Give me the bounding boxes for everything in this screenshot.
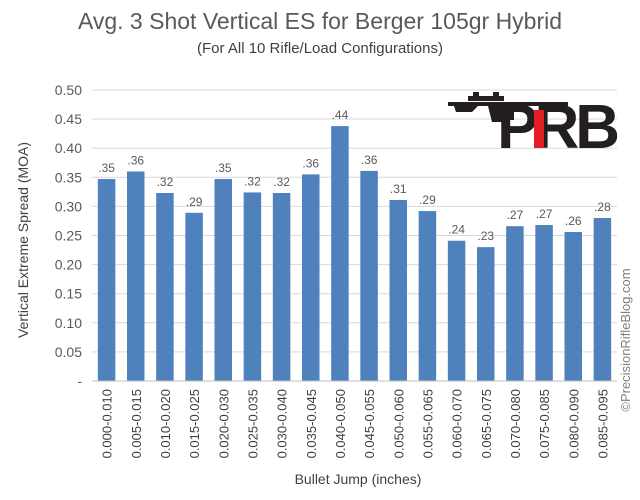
bar [564,232,582,381]
x-tick-label: 0.065-0.075 [479,389,494,458]
y-tick-label: 0.40 [55,140,82,156]
data-label: .36 [127,153,144,167]
bar [477,247,495,381]
data-label: .29 [186,195,203,209]
bar [506,226,524,381]
x-tick-label: 0.085-0.095 [595,389,610,458]
bar [593,218,612,381]
copyright-credit: ©PrecisionRifleBlog.com [618,268,633,411]
logo-red-accent [534,110,544,148]
bar [243,192,262,381]
y-tick-label: 0.10 [55,315,82,331]
x-tick-label: 0.020-0.030 [216,389,231,458]
data-label: .35 [98,161,115,175]
bar [331,126,349,381]
bar [360,170,378,381]
data-label: .27 [507,208,524,222]
y-tick-label: 0.35 [55,169,82,185]
data-label: .32 [157,175,174,189]
bar [418,211,437,381]
y-axis-ticks: - 0.05 0.10 0.15 0.20 0.25 0.30 0.35 0.40 0.45 0.5… [55,82,83,389]
y-tick-label: - [77,373,82,389]
bar [389,199,407,381]
x-tick-label: 0.040-0.050 [333,389,348,458]
x-tick-label: 0.080-0.090 [566,389,581,458]
x-tick-label: 0.010-0.020 [158,389,173,458]
data-label: .28 [594,200,611,214]
logo-letters: PRB [497,93,617,152]
bar [447,240,466,381]
prb-logo: PRB [448,92,618,152]
y-tick-label: 0.50 [55,82,82,98]
y-axis-label: Vertical Extreme Spread (MOA) [15,142,31,338]
x-tick-label: 0.000-0.010 [100,389,115,458]
y-tick-label: 0.05 [55,344,82,360]
bar [185,212,203,381]
x-tick-label: 0.045-0.055 [362,389,377,458]
data-label: .23 [477,229,494,243]
x-tick-label: 0.060-0.070 [450,389,465,458]
bar [302,174,320,381]
chart-title: Avg. 3 Shot Vertical ES for Berger 105gr… [77,8,563,34]
x-tick-label: 0.075-0.085 [537,389,552,458]
data-labels: .35 .36 .32 .29 .35 .32 .32 .36 .44 .36 .31 .29 .24.… [98,108,611,243]
data-label: .24 [448,223,465,237]
data-label: .36 [361,153,378,167]
x-tick-label: 0.055-0.065 [420,389,435,458]
x-tick-label: 0.070-0.080 [508,389,523,458]
bar [272,193,291,381]
data-label: .31 [390,182,407,196]
y-tick-label: 0.15 [55,286,82,302]
y-tick-label: 0.45 [55,111,82,127]
data-label: .27 [536,207,553,221]
data-label: .29 [419,193,436,207]
bar [535,225,553,381]
data-label: .44 [332,108,349,122]
gridlines [92,89,617,353]
x-tick-label: 0.035-0.045 [304,389,319,458]
y-tick-label: 0.25 [55,228,82,244]
bars [97,126,612,381]
x-axis-label: Bullet Jump (inches) [295,471,422,487]
y-tick-label: 0.20 [55,257,82,273]
data-label: .36 [302,156,319,170]
rifle-icon [448,92,568,122]
data-label: .35 [215,161,232,175]
chart-subtitle: (For All 10 Rifle/Load Configurations) [197,40,443,57]
x-tick-label: 0.030-0.040 [275,389,290,458]
bar [97,179,116,381]
bar [156,193,174,381]
x-tick-label: 0.025-0.035 [245,389,260,458]
data-label: .26 [565,214,582,228]
x-tick-label: 0.015-0.025 [187,389,202,458]
x-tick-label: 0.005-0.015 [129,389,144,458]
credit-text: ©PrecisionRifleBlog.com [618,268,633,411]
x-axis-ticks: 0.000-0.010 0.005-0.015 0.010-0.020 0.015-0… [100,389,611,458]
bar [214,179,232,381]
x-tick-label: 0.050-0.060 [391,389,406,458]
bar [127,171,145,381]
data-label: .32 [244,174,261,188]
data-label: .32 [273,175,290,189]
y-tick-label: 0.30 [55,198,82,214]
